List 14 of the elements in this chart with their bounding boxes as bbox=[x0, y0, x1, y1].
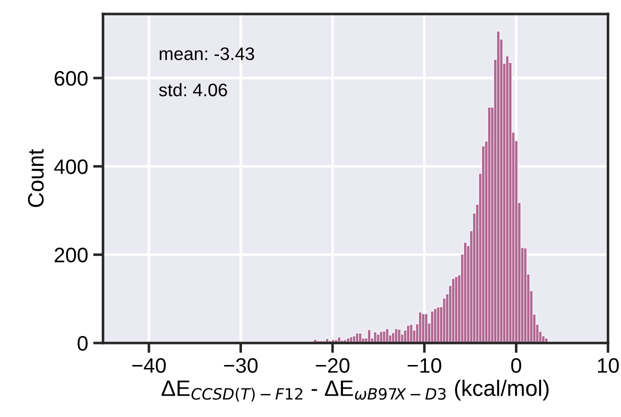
y-axis-title: Count bbox=[28, 149, 44, 208]
x-axis-title: ΔE$_{CCSD(T)−F12}$ - ΔE$_{ωB97X−D3}$ (kcal/mol) bbox=[162, 380, 549, 402]
annotation: mean: -3.43 bbox=[160, 47, 254, 60]
y-tick-label: 600 bbox=[54, 71, 88, 86]
x-tick-label: −40 bbox=[132, 358, 166, 373]
x-tick-label: −10 bbox=[408, 358, 442, 373]
x-tick-label: −20 bbox=[316, 358, 350, 373]
y-tick-label: 200 bbox=[54, 248, 88, 262]
x-tick-label: 0 bbox=[511, 358, 522, 373]
y-tick-label: 400 bbox=[54, 159, 88, 174]
x-tick-label: −30 bbox=[224, 358, 258, 373]
x-tick-label: 10 bbox=[598, 358, 619, 373]
y-tick-label: 0 bbox=[78, 336, 88, 351]
annotation: std: 4.06 bbox=[159, 83, 228, 96]
